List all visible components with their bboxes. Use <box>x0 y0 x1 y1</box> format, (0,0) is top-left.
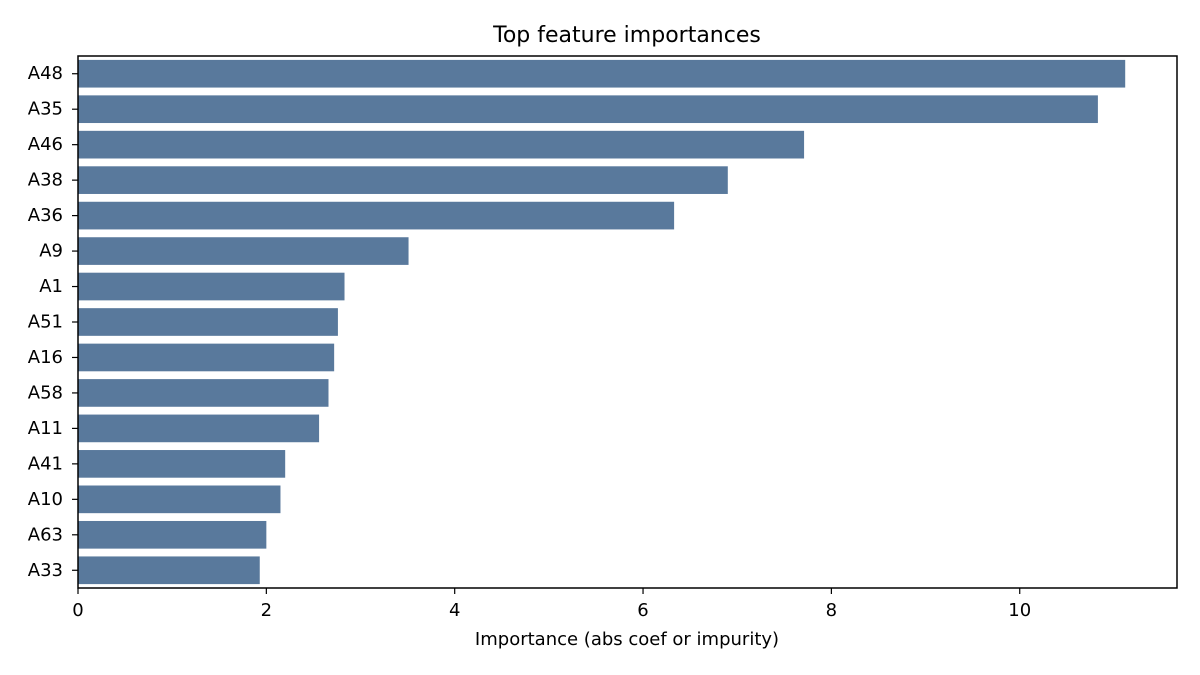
y-tick-label-a41: A41 <box>28 453 63 474</box>
x-tick-label-6: 6 <box>637 600 648 621</box>
y-tick-label-a58: A58 <box>28 382 63 403</box>
x-axis-label: Importance (abs coef or impurity) <box>475 629 779 650</box>
y-tick-label-a33: A33 <box>28 560 63 581</box>
bars-group <box>78 59 1126 585</box>
bar-a36 <box>78 201 675 230</box>
y-tick-label-a51: A51 <box>28 312 63 333</box>
x-axis-ticks: 0 2 4 6 8 10 <box>72 588 1031 621</box>
bar-a38 <box>78 166 728 194</box>
x-tick-label-0: 0 <box>72 600 83 621</box>
y-tick-label-a46: A46 <box>28 134 63 155</box>
x-tick-label-8: 8 <box>826 600 837 621</box>
x-tick-label-10: 10 <box>1008 600 1031 621</box>
y-tick-label-a1: A1 <box>39 276 63 297</box>
y-tick-label-a10: A10 <box>28 489 63 510</box>
y-tick-label-a9: A9 <box>39 241 63 262</box>
y-tick-label-a36: A36 <box>28 205 63 226</box>
bar-a58 <box>78 379 329 407</box>
y-tick-label-a38: A38 <box>28 170 63 191</box>
y-axis-ticks: A48 A35 A46 A38 A36 A9 A1 A51 A16 A58 A11 A41 A10 A63… <box>28 63 78 581</box>
bar-a46 <box>78 130 805 159</box>
chart-title: Top feature importances <box>492 23 761 48</box>
bar-a16 <box>78 343 335 372</box>
x-tick-label-4: 4 <box>449 600 460 621</box>
bar-a48 <box>78 59 1126 88</box>
plot-frame <box>77 55 1178 589</box>
bar-a35 <box>78 95 1098 124</box>
bar-a33 <box>78 556 260 585</box>
y-tick-label-a11: A11 <box>28 418 63 439</box>
y-tick-label-a48: A48 <box>28 63 63 84</box>
y-tick-label-a16: A16 <box>28 347 63 368</box>
bar-a41 <box>78 450 286 478</box>
bar-a51 <box>78 308 338 336</box>
bar-a63 <box>78 520 267 549</box>
bar-a11 <box>78 414 320 443</box>
x-tick-label-2: 2 <box>261 600 272 621</box>
y-tick-label-a35: A35 <box>28 99 63 120</box>
y-tick-label-a63: A63 <box>28 524 63 545</box>
bar-a10 <box>78 485 281 514</box>
bar-a1 <box>78 272 345 301</box>
bar-a9 <box>78 237 409 265</box>
